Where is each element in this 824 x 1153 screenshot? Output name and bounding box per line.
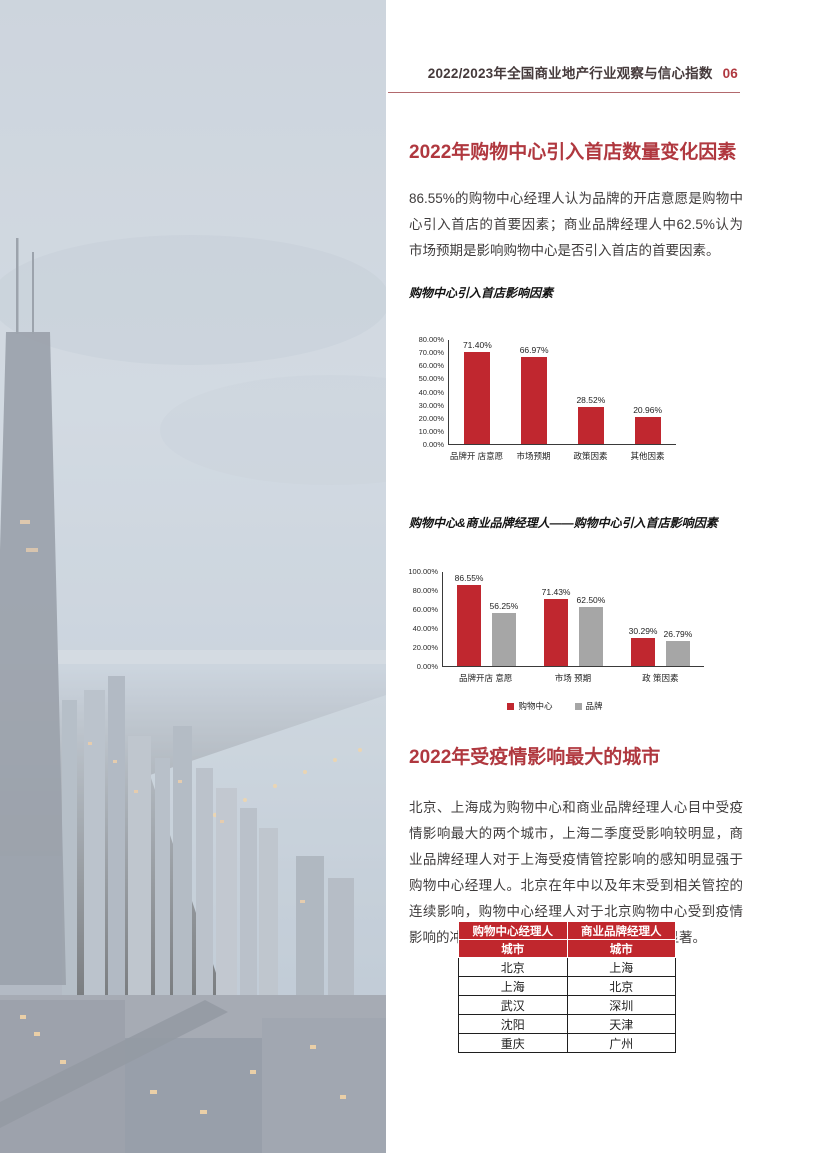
bar-value-label: 86.55% (454, 572, 484, 583)
bar-group: 20.96% (619, 340, 676, 444)
bar (631, 637, 656, 666)
y-tick-label: 0.00% (422, 440, 444, 449)
legend-item: 品牌 (574, 700, 603, 712)
bar (634, 416, 661, 444)
section1-paragraph: 86.55%的购物中心经理人认为品牌的开店意愿是购物中心引入首店的首要因素；商业… (409, 191, 743, 258)
x-category-label: 政策因素 (573, 451, 608, 461)
y-tick-label: 80.00% (412, 586, 438, 595)
bar-group: 30.29% 26.79% (617, 572, 704, 666)
bar-value-label: 20.96% (633, 404, 663, 415)
page-header: 2022/2023年全国商业地产行业观察与信心指数 06 (388, 62, 738, 82)
x-category-label: 其他因素 (630, 451, 665, 461)
bar-group: 71.40% (449, 340, 506, 444)
y-tick-label: 60.00% (418, 361, 444, 371)
y-tick-label: 20.00% (418, 413, 444, 423)
bar (544, 598, 569, 666)
y-tick-label: 60.00% (412, 605, 438, 614)
y-tick-label: 80.00% (418, 335, 444, 344)
bar (521, 356, 548, 444)
bar-value-label: 62.50% (576, 595, 606, 606)
bar-value-label: 71.43% (541, 586, 571, 597)
bar-value-label: 71.40% (462, 340, 492, 350)
legend-swatch (574, 702, 582, 710)
chart-body: 100.00% 80.00% 60.00% 40.00% 20.00% 0.00% 86.5… (404, 568, 724, 684)
header-divider (388, 92, 740, 93)
bar (665, 640, 690, 666)
y-axis: 100.00% 80.00% 60.00% 40.00% 20.00% 0.00% (404, 568, 442, 671)
bar-chart-factors: 80.00% 70.00% 60.00% 50.00% 40.00% 30.00% 20.0… (410, 336, 720, 462)
y-tick-label: 70.00% (418, 348, 444, 358)
bar (457, 584, 482, 666)
bar-value-label: 56.25% (489, 601, 519, 612)
y-tick-label: 40.00% (412, 624, 438, 633)
bar (464, 352, 491, 444)
y-tick-label: 20.00% (412, 643, 438, 652)
report-title: 2022/2023年全国商业地产行业观察与信心指数 (427, 66, 713, 81)
table-header-role: 购物中心经理人 商业品牌经理人 (458, 921, 676, 940)
table-cell: 深圳 (566, 995, 676, 1015)
bar-value-label: 30.29% (628, 625, 658, 636)
table-cell: 上海 (566, 957, 676, 977)
bar-value-label: 26.79% (663, 628, 693, 639)
bar (578, 607, 603, 666)
y-tick-label: 0.00% (416, 662, 438, 671)
table-cell: 北京 (458, 957, 568, 977)
chart-body: 80.00% 70.00% 60.00% 50.00% 40.00% 30.00% 20.0… (410, 336, 720, 462)
city-skyline-graphic (0, 0, 386, 1153)
table-cell: 武汉 (458, 995, 568, 1015)
table-row: 沈阳 天津 (458, 1014, 676, 1034)
x-category-label: 市场预期 (516, 451, 551, 461)
chart1-title: 购物中心引入首店影响因素 (409, 286, 554, 300)
bar-group: 86.55% 56.25% (443, 572, 530, 666)
x-category-label: 品牌开 店意愿 (449, 451, 504, 461)
x-category-label: 市场 预期 (554, 673, 592, 683)
bar-value-label: 66.97% (519, 344, 549, 355)
table-row: 重庆 广州 (458, 1033, 676, 1053)
bar-group: 66.97% (506, 340, 563, 444)
y-tick-label: 40.00% (418, 387, 444, 397)
section2-title: 2022年受疫情影响最大的城市 (409, 747, 661, 768)
table-cell: 重庆 (458, 1033, 568, 1053)
plot-area: 71.40% 66.97% 28.52% 20.96% (448, 340, 676, 445)
y-tick-label: 30.00% (418, 400, 444, 410)
grouped-bar-chart-comparison: 100.00% 80.00% 60.00% 40.00% 20.00% 0.00% 86.5… (404, 568, 724, 712)
table-header-cell: 城市 (458, 939, 568, 958)
y-tick-label: 50.00% (418, 374, 444, 384)
table-cell: 沈阳 (458, 1014, 568, 1034)
cities-table: 购物中心经理人 商业品牌经理人 城市 城市 北京 上海 上海 北京 武汉 深圳 沈阳 天津 重庆 广州 (458, 921, 676, 1053)
table-header-city: 城市 城市 (458, 939, 676, 958)
bar-group: 71.43% 62.50% (530, 572, 617, 666)
table-header-cell: 商业品牌经理人 (566, 921, 676, 940)
bar-value-label: 28.52% (576, 394, 606, 405)
table-row: 上海 北京 (458, 976, 676, 996)
table-cell: 广州 (566, 1033, 676, 1053)
legend-label: 购物中心 (518, 701, 553, 711)
city-photo (0, 0, 386, 1153)
chart2-title: 购物中心&商业品牌经理人——购物中心引入首店影响因素 (409, 516, 718, 530)
section1-title: 2022年购物中心引入首店数量变化因素 (409, 142, 737, 163)
bar (491, 613, 516, 666)
table-cell: 北京 (566, 976, 676, 996)
table-row: 武汉 深圳 (458, 995, 676, 1015)
y-tick-label: 100.00% (408, 567, 438, 576)
legend-label: 品牌 (585, 701, 603, 711)
y-tick-label: 10.00% (418, 426, 444, 436)
x-category-label: 政 策因素 (642, 673, 679, 683)
table-header-cell: 购物中心经理人 (458, 921, 568, 940)
table-header-cell: 城市 (566, 939, 676, 958)
bar (577, 406, 604, 444)
legend-swatch (507, 702, 515, 710)
table-cell: 上海 (458, 976, 568, 996)
bar-group: 28.52% (563, 340, 620, 444)
table-row: 北京 上海 (458, 957, 676, 977)
legend-item: 购物中心 (507, 700, 553, 712)
table-cell: 天津 (566, 1014, 676, 1034)
x-category-label: 品牌开店 意愿 (458, 673, 513, 683)
y-axis: 80.00% 70.00% 60.00% 50.00% 40.00% 30.00% 20.0… (410, 336, 448, 449)
page-number: 06 (722, 66, 738, 81)
chart-legend: 购物中心 品牌 (404, 700, 706, 712)
plot-area: 86.55% 56.25% 71.43% 62.50% 30.29% 26.79% (442, 572, 704, 667)
